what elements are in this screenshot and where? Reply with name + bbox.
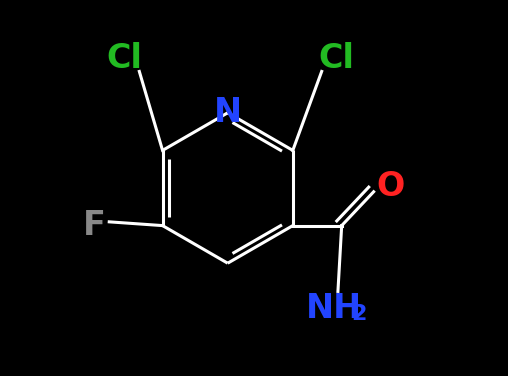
Text: Cl: Cl [106,42,142,75]
Text: NH: NH [306,292,362,325]
Text: O: O [376,170,405,203]
Text: 2: 2 [351,304,366,324]
Text: N: N [214,96,242,129]
Text: Cl: Cl [319,42,355,75]
Text: F: F [83,209,106,242]
